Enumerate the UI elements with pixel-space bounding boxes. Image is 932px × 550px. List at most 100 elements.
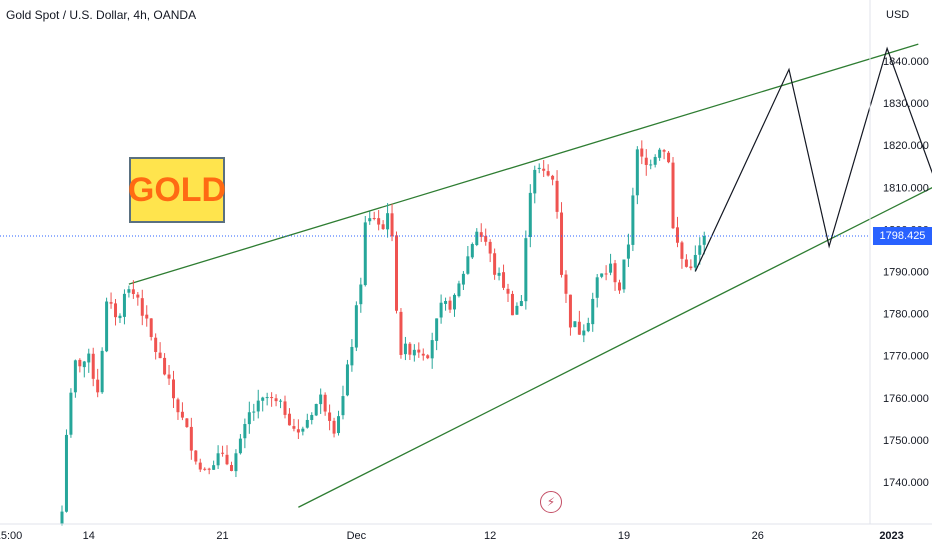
candle-body [618, 282, 621, 291]
candle-body [377, 218, 381, 225]
candle-body [613, 263, 617, 283]
candle-body [452, 294, 456, 310]
candle-body [345, 364, 349, 396]
candle-body [702, 236, 706, 245]
candle-body [461, 273, 465, 285]
candle-body [435, 318, 439, 341]
candle-body [131, 289, 135, 295]
candle-body [158, 352, 162, 359]
candle-body [100, 350, 104, 393]
candle-body [466, 256, 470, 274]
candle-body [261, 397, 265, 401]
candle-body [439, 302, 443, 318]
candle-body [421, 353, 425, 356]
x-tick-label: 2023 [879, 530, 903, 542]
x-tick-label: 26 [752, 530, 764, 542]
candle-body [337, 416, 341, 434]
candle-body [359, 284, 363, 305]
candle-body [635, 149, 639, 196]
candle-body [626, 244, 630, 259]
candle-body [109, 302, 113, 304]
y-tick-label: 1750.000 [883, 435, 929, 447]
candle-body [506, 288, 510, 294]
candle-body [64, 434, 68, 512]
candle-body [667, 152, 671, 163]
candle-body [493, 253, 497, 275]
candle-body [198, 462, 202, 470]
candle-body [194, 450, 198, 462]
gold-annotation-box[interactable]: GOLD [127, 157, 227, 223]
y-tick-label: 1760.000 [883, 393, 929, 405]
candle-body [564, 274, 568, 294]
trendline-lower[interactable] [298, 145, 932, 508]
candle-body [497, 272, 501, 276]
candle-body [118, 315, 122, 319]
candle-body [390, 213, 394, 237]
candle-body [502, 272, 506, 288]
y-tick-label: 1790.000 [883, 267, 929, 279]
projection-path[interactable] [694, 46, 932, 272]
candle-body [234, 453, 238, 472]
y-tick-label: 1830.000 [883, 98, 929, 110]
y-tick-label: 1820.000 [883, 140, 929, 152]
candle-body [256, 400, 260, 412]
candle-body [551, 175, 555, 180]
candle-body [82, 361, 86, 368]
candle-body [279, 400, 283, 402]
candle-body [430, 340, 434, 359]
candle-body [386, 213, 390, 230]
candle-body [140, 298, 144, 316]
candle-body [292, 426, 296, 429]
candle-body [270, 397, 274, 399]
lightning-icon[interactable]: ⚡ [540, 491, 562, 513]
candle-body [310, 414, 314, 421]
candle-body [207, 468, 211, 470]
candle-body [283, 401, 287, 415]
y-tick-label: 1740.000 [883, 477, 929, 489]
y-tick-label: 1780.000 [883, 309, 929, 321]
candle-body [372, 218, 376, 220]
candle-body [189, 426, 193, 451]
candle-body [653, 156, 657, 165]
candle-body [69, 392, 73, 435]
price-axis[interactable]: 1740.000 1750.000 1760.000 1770.000 1780.000… [883, 56, 929, 489]
candle-body [176, 399, 180, 413]
candle-body [586, 322, 590, 332]
trendline-upper[interactable] [128, 43, 919, 285]
candle-body [247, 412, 251, 425]
candle-body [475, 231, 479, 245]
currency-label: USD [886, 9, 910, 21]
x-tick-label: 15:00 [0, 530, 22, 542]
candle-body [60, 511, 64, 525]
x-tick-label: 14 [83, 530, 95, 542]
candle-body [163, 357, 167, 375]
trendlines[interactable] [128, 43, 932, 508]
candle-body [203, 468, 207, 470]
candle-body [528, 192, 532, 237]
x-tick-label: 19 [618, 530, 630, 542]
candle-body [675, 227, 679, 243]
chart-title: Gold Spot / U.S. Dollar, 4h, OANDA [6, 8, 197, 22]
candle-body [341, 396, 345, 416]
candle-body [515, 305, 519, 315]
candle-body [167, 374, 171, 379]
candle-body [354, 305, 358, 348]
candle-body [238, 438, 242, 454]
candle-body [350, 346, 354, 366]
candle-body [631, 195, 635, 245]
candle-body [323, 394, 327, 412]
candle-body [145, 314, 149, 319]
candle-body [533, 169, 537, 194]
candle-body [568, 294, 572, 328]
time-axis[interactable]: 15:001421Dec121926202391623 [0, 530, 932, 542]
projection-zigzag[interactable] [694, 46, 932, 272]
candle-body [403, 343, 407, 355]
gold-annotation-label: GOLD [127, 170, 227, 209]
candle-body [488, 241, 492, 254]
candle-body [127, 289, 131, 293]
candle-body [426, 355, 430, 359]
candle-body [484, 235, 488, 242]
candle-body [265, 397, 269, 399]
candle-body [73, 360, 77, 393]
